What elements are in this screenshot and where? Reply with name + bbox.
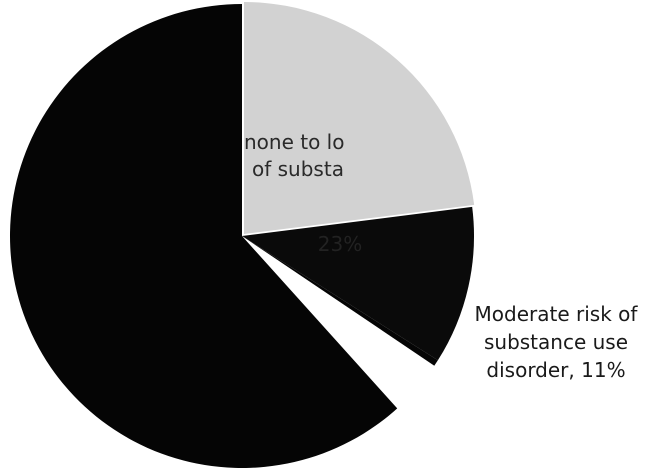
slice-none-to-low-risk (244, 2, 475, 234)
slice-remaining (10, 4, 438, 468)
slice-label-none-to-low-percent: 23% (317, 232, 363, 256)
slice-gap (242, 236, 438, 412)
slice-label-moderate-risk: Moderate risk of substance use disorder,… (474, 302, 638, 382)
slice-label-none-to-low-line2: of substa (252, 157, 344, 181)
slice-moderate-risk (242, 206, 474, 361)
slice-label-none-to-low-line1: none to lo (244, 130, 345, 154)
